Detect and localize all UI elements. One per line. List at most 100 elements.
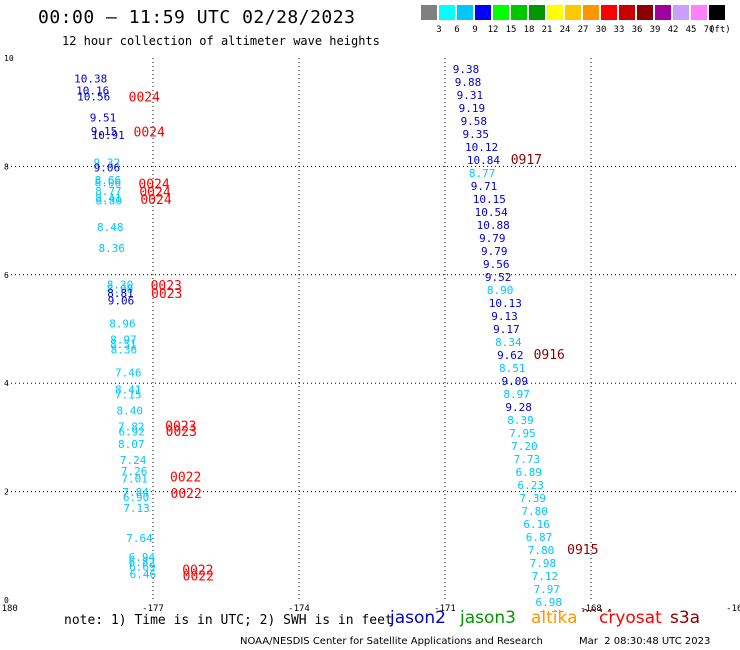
wave-height-label: 9.32 — [94, 157, 121, 170]
wave-height-label: 10.13 — [489, 297, 522, 310]
color-scale-label: 12 — [487, 25, 499, 35]
wave-height-label: 9.38 — [453, 63, 480, 76]
wave-height-label: 9.28 — [505, 401, 532, 414]
wave-height-label: 7.46 — [115, 366, 142, 379]
pass-time-label: 0022 — [182, 564, 213, 579]
wave-height-label: 8.41 — [115, 384, 142, 397]
wave-height-label: 8.90 — [487, 284, 514, 297]
wave-height-label: 10.88 — [477, 219, 510, 232]
wave-height-label: 9.13 — [491, 310, 518, 323]
wave-height-label: 7.95 — [509, 427, 536, 440]
color-swatch — [475, 5, 491, 20]
wave-height-label: 7.80 — [521, 505, 548, 518]
wave-height-label: 7.73 — [514, 453, 541, 466]
wave-height-label: 9.35 — [463, 128, 490, 141]
wave-height-label: 9.06 — [94, 161, 121, 174]
wave-height-label: 8.77 — [95, 185, 122, 198]
wave-height-label: 9.62 — [497, 349, 524, 362]
color-swatch — [439, 5, 455, 20]
color-scale-label: 33 — [613, 25, 625, 35]
wave-height-label: 6.94 — [129, 551, 156, 564]
wave-height-label: 7.64 — [126, 532, 153, 545]
y-tick-label: 10 — [4, 54, 14, 63]
y-tick-label: 6 — [4, 271, 9, 280]
pass-time-label: 0023 — [165, 420, 196, 435]
wave-height-label: 9.88 — [455, 76, 482, 89]
wave-height-label: 6.77 — [538, 609, 565, 612]
wave-height-label: 8.07 — [118, 438, 144, 451]
pass-time-label: 0024 — [129, 91, 160, 106]
wave-height-label: 8.36 — [111, 344, 138, 357]
color-swatch — [637, 5, 653, 20]
color-scale-label: 70 — [703, 25, 715, 35]
x-tick-label: -171 — [434, 604, 456, 612]
pass-time-label: 0023 — [166, 425, 197, 440]
wave-height-label: 9.79 — [481, 245, 508, 258]
wave-height-label: 9.31 — [457, 89, 484, 102]
x-tick-label: -180 — [0, 604, 18, 612]
wave-height-label: 8.41 — [95, 192, 122, 205]
wave-height-label: 8.96 — [109, 318, 136, 331]
wave-height-label: 7.24 — [120, 454, 147, 467]
wave-height-label: 9.52 — [485, 271, 512, 284]
footer-timestamp: Mar 2 08:30:48 UTC 2023 — [579, 636, 711, 647]
color-scale-label: 36 — [631, 25, 643, 35]
wave-height-label: 8.97 — [110, 333, 137, 346]
color-scale-label: 24 — [559, 25, 571, 35]
wave-height-label: 10.16 — [76, 85, 109, 98]
color-scale-label: 15 — [505, 25, 517, 35]
wave-height-label: 7.80 — [528, 544, 555, 557]
color-scale-label: 3 — [436, 25, 442, 35]
y-tick-label: 0 — [4, 596, 9, 605]
wave-height-label: 8.36 — [98, 242, 125, 255]
color-swatch — [655, 5, 671, 20]
color-swatch — [601, 5, 617, 20]
wave-height-label: 9.15 — [91, 125, 118, 138]
wave-height-label: 6.82 — [129, 556, 156, 569]
wave-height-label: 10.15 — [473, 193, 506, 206]
color-swatch — [565, 5, 581, 20]
wave-height-label: 9.79 — [479, 232, 506, 245]
pass-time-label: 0914 — [581, 608, 612, 612]
wave-height-label: 6.16 — [523, 518, 550, 531]
x-tick-label: -177 — [142, 604, 164, 612]
wave-height-label: 9.56 — [483, 258, 510, 271]
wave-height-label: 6.89 — [516, 466, 543, 479]
pass-time-label: 0917 — [511, 153, 542, 168]
wave-height-label: 8.77 — [469, 167, 496, 180]
color-scale-label: 6 — [454, 25, 460, 35]
footer-credit: NOAA/NESDIS Center for Satellite Applica… — [240, 636, 543, 647]
wave-height-label: 9.09 — [501, 375, 528, 388]
x-axis-tick-labels: -180 -177 -174 -171 -168 -165 — [0, 604, 740, 612]
wave-height-label: 8.90 — [107, 283, 133, 296]
satellite-legend-jason3: jason3 — [460, 608, 516, 628]
wave-height-label: 9.71 — [471, 180, 498, 193]
color-scale-label: 30 — [595, 25, 607, 35]
wave-height-label: 8.80 — [96, 195, 123, 208]
wave-height-label: 8.48 — [97, 221, 124, 234]
wave-height-label: 7.15 — [115, 389, 142, 402]
page-subtitle: 12 hour collection of altimeter wave hei… — [62, 34, 380, 48]
wave-height-label: 9.19 — [459, 102, 486, 115]
wave-height-label: 6.23 — [518, 479, 545, 492]
color-swatch — [493, 5, 509, 20]
wave-height-label: 6.98 — [536, 596, 563, 609]
wave-height-label: 6.46 — [130, 568, 157, 581]
pass-time-label: 0022 — [170, 471, 201, 486]
y-tick-label: 4 — [4, 379, 9, 388]
wave-height-label: 6.69 — [129, 560, 156, 573]
x-tick-label: -174 — [288, 604, 310, 612]
pass-time-label: 0024 — [134, 125, 165, 140]
satellite-legend-s3a: s3a — [670, 608, 701, 628]
x-tick-label: -165 — [726, 604, 740, 612]
wave-height-label: 7.84 — [122, 486, 149, 499]
color-swatch — [619, 5, 635, 20]
wave-height-label: 9.51 — [90, 112, 117, 125]
wave-height-label: 9.06 — [108, 294, 134, 307]
wave-height-label: 7.20 — [511, 440, 537, 453]
wave-height-label: 6.92 — [118, 425, 144, 438]
page-title: 00:00 — 11:59 UTC 02/28/2023 — [38, 7, 356, 28]
color-swatch — [709, 5, 725, 20]
